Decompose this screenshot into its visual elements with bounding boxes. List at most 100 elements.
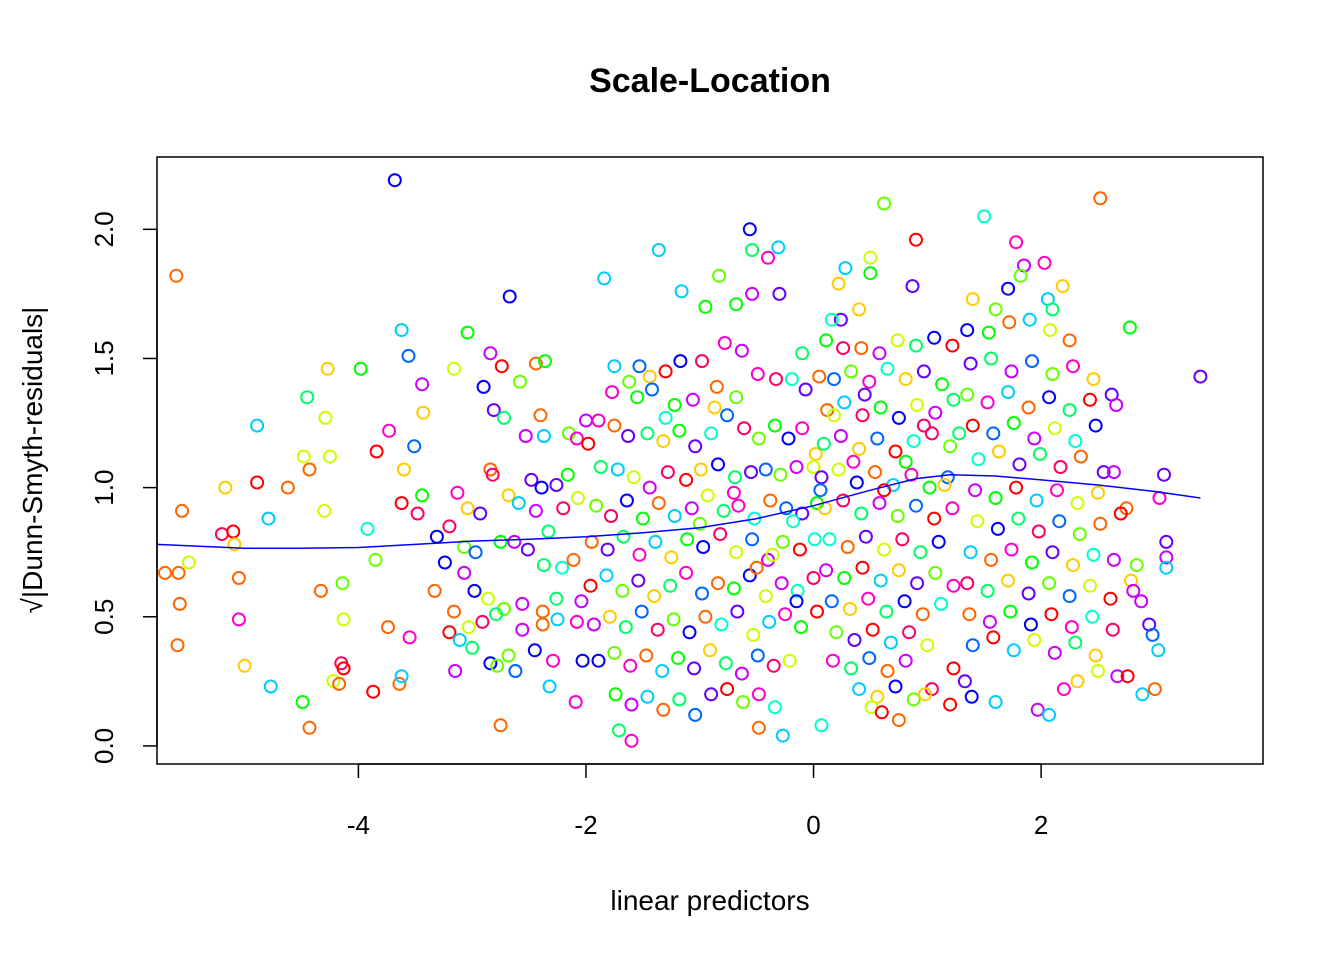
data-point (651, 496, 666, 511)
data-point (888, 679, 903, 694)
data-point (520, 542, 535, 557)
data-point (716, 503, 731, 518)
data-point (870, 431, 885, 446)
data-point (964, 689, 979, 704)
plot-frame (156, 156, 1264, 765)
data-point (692, 516, 707, 531)
data-point (945, 338, 960, 353)
data-point (634, 604, 649, 619)
data-point (515, 622, 530, 637)
data-point (600, 542, 615, 557)
data-point (569, 614, 584, 629)
data-point (726, 485, 741, 500)
data-point (549, 591, 564, 606)
data-point (847, 633, 862, 647)
data-point (508, 664, 523, 678)
data-point (623, 658, 638, 673)
data-point (1135, 687, 1150, 702)
data-point (1001, 385, 1016, 400)
data-point (1027, 431, 1042, 446)
data-point (447, 604, 461, 619)
data-point (250, 475, 265, 490)
data-point (1013, 268, 1028, 283)
data-point (660, 465, 675, 480)
data-point (387, 173, 402, 188)
data-point (682, 625, 697, 640)
data-point (673, 354, 688, 369)
data-point (877, 542, 892, 557)
data-point (857, 387, 872, 402)
data-point (888, 444, 903, 459)
data-point (457, 565, 472, 580)
data-point (486, 403, 501, 418)
data-point (497, 410, 511, 425)
data-point (1037, 255, 1052, 270)
data-point (1088, 418, 1103, 433)
data-point (696, 540, 711, 554)
data-point (945, 501, 960, 516)
data-point (779, 501, 794, 516)
data-point (415, 377, 430, 392)
y-axis: 0.0 0.5 1.0 1.5 2.0 (89, 211, 158, 764)
data-point (751, 431, 766, 446)
data-point (849, 475, 864, 490)
data-point (928, 565, 943, 580)
data-point (769, 372, 783, 387)
data-point (336, 661, 351, 676)
data-point (831, 462, 846, 477)
data-point (1023, 617, 1038, 632)
data-point (957, 674, 972, 689)
data-point (527, 643, 542, 658)
data-point (704, 426, 719, 441)
data-point (778, 607, 793, 622)
data-point (632, 547, 647, 562)
x-tick-label: 2 (1034, 810, 1048, 840)
data-point (658, 410, 673, 425)
data-point (1126, 583, 1141, 598)
data-point (624, 697, 639, 712)
data-point (612, 723, 626, 738)
data-point (1006, 643, 1021, 658)
data-point (904, 467, 919, 482)
data-point (1070, 674, 1085, 689)
data-point (895, 532, 910, 547)
data-point (1012, 457, 1027, 472)
data-point (943, 439, 958, 454)
data-point (415, 488, 430, 503)
data-point (714, 617, 729, 632)
data-point (865, 622, 880, 637)
data-point (518, 429, 533, 443)
data-point (410, 506, 425, 521)
data-point (837, 395, 852, 410)
data-point (1001, 573, 1016, 588)
data-point (1109, 398, 1124, 412)
smoother-line (156, 473, 1201, 550)
data-point (560, 467, 575, 482)
data-point (460, 325, 475, 340)
data-point (920, 638, 935, 653)
data-point (535, 604, 550, 619)
data-point (586, 617, 601, 632)
data-point (1088, 648, 1103, 663)
data-point (1091, 485, 1105, 500)
data-point (1093, 191, 1108, 206)
data-point (943, 697, 958, 712)
x-tick-label: -2 (574, 810, 597, 840)
data-point (1030, 702, 1045, 717)
data-point (394, 669, 409, 684)
data-point (837, 571, 852, 585)
data-point (501, 488, 516, 503)
data-point (790, 583, 805, 598)
data-point (843, 602, 857, 616)
data-point (493, 534, 508, 549)
data-point (630, 390, 645, 405)
data-point (366, 684, 381, 699)
data-point (794, 620, 808, 635)
data-point (751, 720, 766, 735)
data-point (1124, 573, 1138, 588)
data-point (336, 612, 351, 627)
data-point (1120, 669, 1135, 684)
data-point (1068, 635, 1083, 650)
data-points (158, 173, 1208, 748)
data-point (172, 596, 187, 611)
